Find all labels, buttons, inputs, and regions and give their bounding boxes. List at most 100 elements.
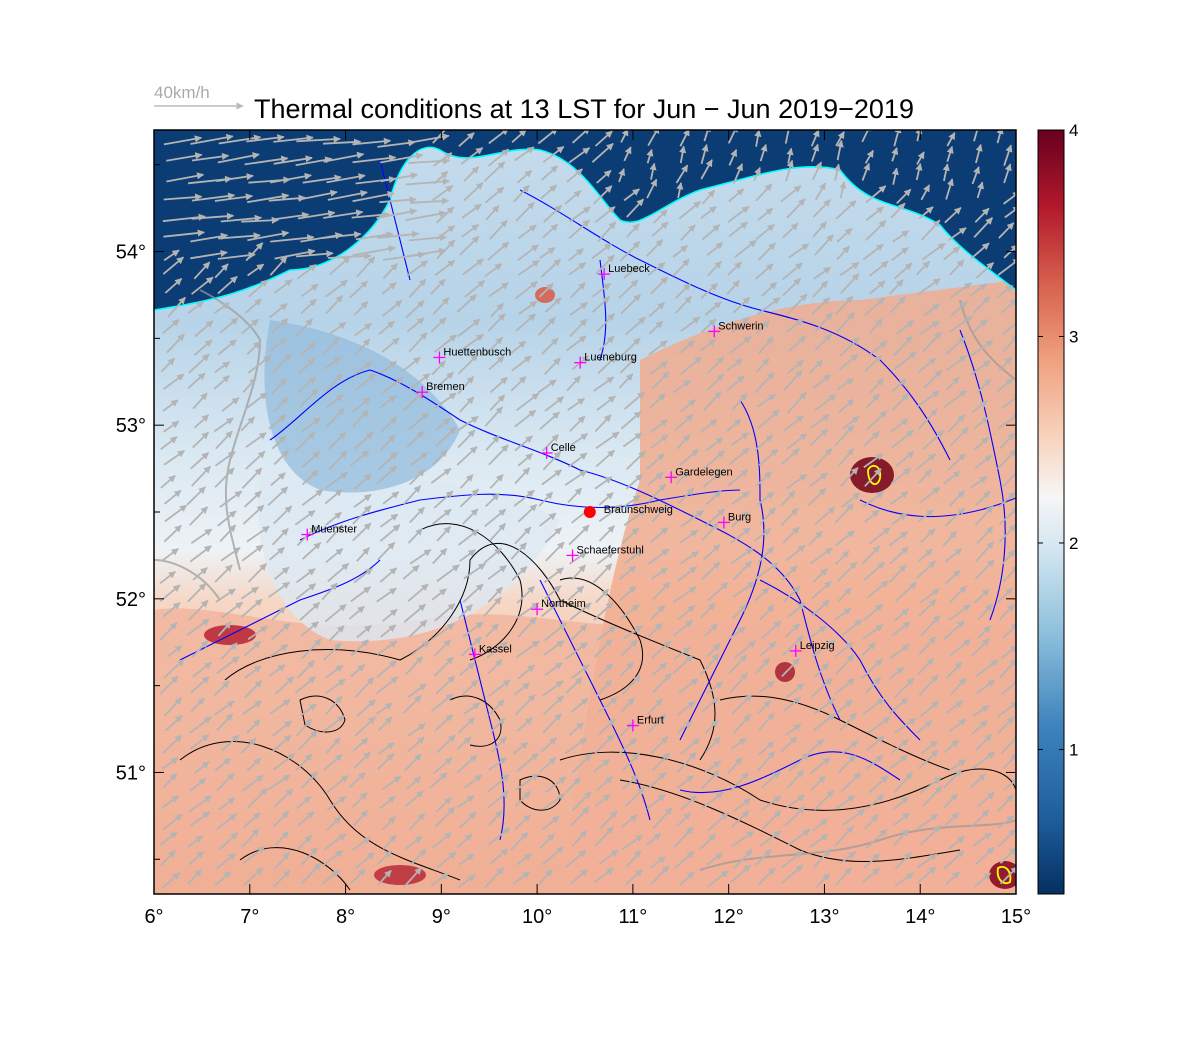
wind-arrow — [405, 300, 425, 319]
wind-arrow — [402, 356, 421, 372]
wind-arrow — [433, 490, 454, 509]
wind-arrow — [570, 433, 589, 447]
y-tick-label: 53° — [116, 415, 146, 437]
thermal-field-central-cool — [258, 470, 560, 642]
wind-arrow — [1001, 393, 1016, 409]
wind-arrow — [889, 546, 909, 565]
wind-arrow — [166, 644, 183, 658]
wind-arrow — [918, 206, 934, 220]
wind-arrow — [1004, 205, 1016, 219]
wind-arrow — [300, 417, 322, 433]
wind-arrow — [544, 585, 562, 600]
wind-arrow — [242, 377, 257, 393]
wind-arrow — [247, 263, 265, 277]
wind-arrow — [541, 337, 559, 355]
wind-arrow — [380, 416, 398, 433]
wind-arrow — [511, 566, 528, 581]
wind-arrow — [517, 224, 537, 240]
wind-arrow — [703, 544, 721, 561]
wind-arrow — [246, 134, 285, 143]
wind-arrow — [571, 623, 588, 641]
wind-arrow — [726, 279, 741, 295]
wind-arrow — [975, 143, 983, 164]
wind-arrow — [704, 508, 726, 527]
wind-arrow — [247, 192, 290, 204]
wind-arrow — [354, 301, 369, 316]
wind-arrow — [329, 321, 347, 335]
x-tick-label: 14° — [905, 906, 935, 928]
wind-arrow — [544, 661, 563, 677]
wind-arrow — [354, 322, 372, 337]
wind-arrow — [730, 432, 750, 446]
wind-arrow — [782, 277, 802, 297]
wind-arrow — [166, 333, 185, 354]
wind-arrow — [348, 605, 365, 620]
wind-arrow — [434, 259, 456, 277]
wind-arrow — [755, 183, 773, 202]
wind-arrow — [354, 676, 375, 698]
wind-arrow — [460, 147, 484, 165]
wind-arrow — [620, 411, 642, 430]
wind-arrow — [618, 565, 637, 581]
wind-arrow — [159, 621, 178, 641]
wind-arrow — [841, 619, 863, 636]
wind-arrow — [974, 454, 993, 469]
wind-arrow — [812, 568, 828, 583]
wind-arrow — [300, 298, 317, 315]
wind-arrow — [488, 679, 511, 697]
wind-arrow — [833, 163, 841, 181]
wind-arrow — [758, 448, 779, 466]
city-label: Burg — [728, 511, 751, 523]
wind-arrow — [247, 625, 268, 641]
wind-arrow — [1000, 298, 1016, 314]
wind-arrow — [352, 190, 395, 203]
wind-arrow — [649, 162, 657, 180]
wind-arrow — [328, 450, 348, 471]
wind-arrow — [891, 429, 914, 449]
wind-arrow — [487, 241, 510, 261]
wind-arrow — [971, 166, 980, 185]
wind-arrow — [701, 189, 716, 205]
wind-arrow — [166, 172, 205, 183]
wind-arrow — [488, 130, 509, 145]
colorbar-gradient — [1037, 129, 1065, 895]
wind-arrow — [295, 583, 317, 600]
wind-arrow — [919, 320, 940, 336]
wind-arrow — [457, 318, 481, 338]
wind-arrow — [942, 530, 957, 547]
wind-arrow — [245, 450, 266, 470]
wind-arrow — [811, 640, 836, 658]
wind-arrow — [193, 339, 213, 356]
wind-arrow — [623, 146, 632, 162]
wind-arrow — [463, 166, 480, 182]
wind-arrow — [754, 130, 762, 147]
wind-arrow — [329, 256, 351, 276]
wind-arrow — [402, 564, 420, 580]
wind-arrow — [838, 353, 859, 371]
wind-arrow — [544, 396, 565, 412]
wind-arrow — [623, 494, 641, 507]
wind-arrow — [976, 679, 996, 694]
wind-arrow — [945, 355, 967, 372]
wind-arrow — [650, 276, 669, 295]
wind-arrow — [678, 678, 699, 694]
wind-arrow — [161, 734, 183, 755]
wind-arrow — [355, 373, 376, 392]
wind-arrow — [755, 320, 770, 335]
wind-arrow — [327, 562, 350, 583]
wind-arrow — [893, 717, 917, 735]
wind-arrow — [757, 242, 776, 261]
wind-arrow — [461, 203, 482, 219]
wind-arrow — [436, 239, 456, 260]
wind-arrow — [325, 548, 344, 564]
city-label: Erfurt — [637, 715, 664, 727]
wind-arrow — [706, 681, 724, 695]
wind-arrow — [300, 232, 343, 243]
wind-arrows — [159, 130, 1016, 889]
wind-arrow — [355, 231, 394, 241]
wind-arrow — [838, 398, 855, 413]
wind-arrow — [758, 604, 775, 621]
wind-arrow — [998, 222, 1015, 239]
wind-arrow — [945, 661, 963, 680]
